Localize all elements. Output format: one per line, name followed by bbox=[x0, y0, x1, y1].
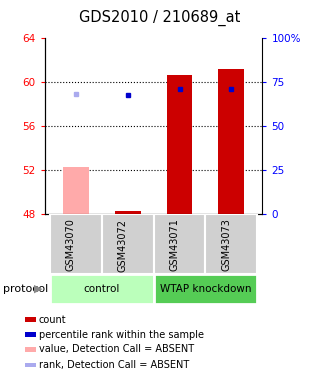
Bar bbox=[50, 214, 102, 274]
Bar bbox=[25, 332, 36, 337]
Bar bbox=[154, 214, 205, 274]
Bar bbox=[115, 211, 141, 214]
Bar bbox=[102, 214, 154, 274]
Bar bbox=[218, 69, 244, 214]
Text: percentile rank within the sample: percentile rank within the sample bbox=[38, 330, 204, 339]
Text: rank, Detection Call = ABSENT: rank, Detection Call = ABSENT bbox=[38, 360, 189, 370]
Text: count: count bbox=[38, 315, 66, 325]
Text: protocol: protocol bbox=[3, 284, 48, 294]
Text: value, Detection Call = ABSENT: value, Detection Call = ABSENT bbox=[38, 344, 194, 354]
Text: GSM43071: GSM43071 bbox=[170, 219, 180, 272]
Bar bbox=[166, 75, 192, 214]
Text: GDS2010 / 210689_at: GDS2010 / 210689_at bbox=[79, 9, 241, 26]
Bar bbox=[25, 363, 36, 367]
Bar bbox=[63, 168, 89, 214]
Text: control: control bbox=[84, 284, 120, 294]
Text: GSM43072: GSM43072 bbox=[118, 219, 128, 272]
Bar bbox=[25, 317, 36, 322]
Text: ▶: ▶ bbox=[34, 284, 42, 294]
Bar bbox=[50, 274, 154, 304]
Bar bbox=[25, 347, 36, 352]
Text: GSM43073: GSM43073 bbox=[221, 219, 231, 272]
Text: WTAP knockdown: WTAP knockdown bbox=[160, 284, 251, 294]
Bar bbox=[205, 214, 257, 274]
Text: GSM43070: GSM43070 bbox=[66, 219, 76, 272]
Bar bbox=[154, 274, 257, 304]
